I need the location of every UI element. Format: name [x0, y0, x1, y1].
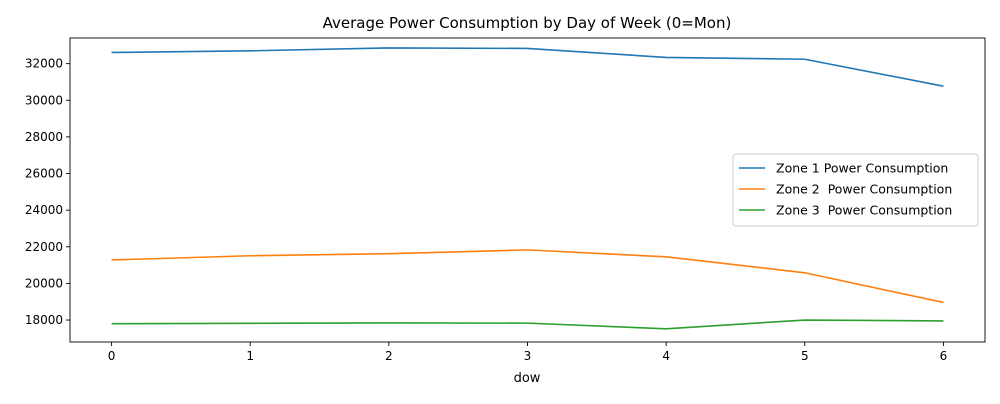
- legend-box: [732, 153, 979, 227]
- y-tick-label: 26000: [25, 167, 63, 181]
- series-line-zone-2: [111, 249, 944, 304]
- series-line-zone-1: [111, 47, 944, 87]
- x-tick-label: 4: [662, 349, 670, 363]
- y-tick-label: 32000: [25, 57, 63, 71]
- x-tick-label: 3: [524, 349, 532, 363]
- plot-area: 0 1 2 3 4 5 6 18000 20000 22000 24000 26000 28000 300…: [25, 37, 986, 363]
- y-tick-label: 22000: [25, 240, 63, 254]
- y-tick-label: 30000: [25, 93, 63, 107]
- legend-label: Zone 3 Power Consumption: [776, 203, 952, 218]
- x-axis-label: dow: [514, 371, 541, 386]
- y-tick-label: 20000: [25, 276, 63, 290]
- y-tick-label: 18000: [25, 313, 63, 327]
- legend-label: Zone 1 Power Consumption: [776, 161, 948, 176]
- x-tick-label: 1: [246, 349, 254, 363]
- series-line-zone-3: [111, 319, 944, 330]
- y-tick-label: 24000: [25, 203, 63, 217]
- x-tick-label: 6: [940, 349, 948, 363]
- x-tick-label: 5: [801, 349, 809, 363]
- y-tick-label: 28000: [25, 130, 63, 144]
- legend: Zone 1 Power Consumption Zone 2 Power Con…: [732, 153, 979, 227]
- legend-label: Zone 2 Power Consumption: [776, 182, 952, 197]
- series-lines: [111, 47, 944, 330]
- x-tick-label: 0: [108, 349, 116, 363]
- chart-title: Average Power Consumption by Day of Week…: [323, 14, 732, 32]
- x-tick-label: 2: [385, 349, 393, 363]
